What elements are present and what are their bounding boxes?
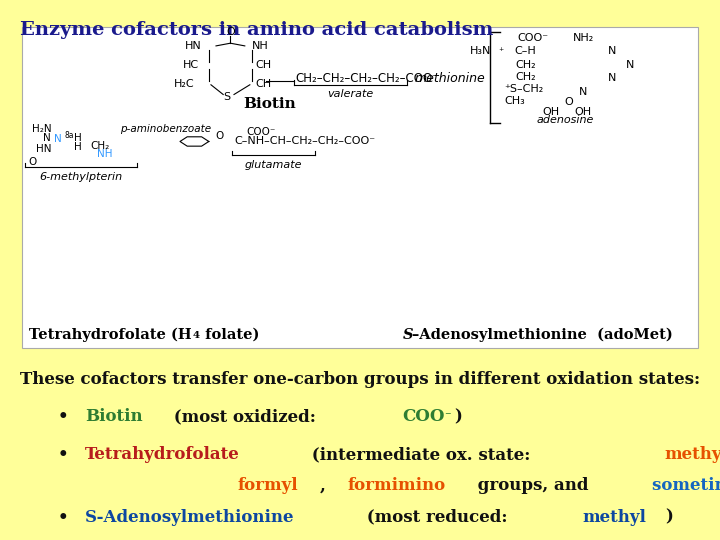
- Text: CH: CH: [256, 79, 271, 89]
- Text: HC: HC: [184, 60, 199, 70]
- Text: COO⁻: COO⁻: [517, 33, 549, 43]
- Text: N: N: [608, 46, 616, 56]
- Text: S-Adenosylmethionine: S-Adenosylmethionine: [85, 509, 294, 526]
- Text: (intermediate ox. state:: (intermediate ox. state:: [306, 446, 536, 463]
- Text: CH₂: CH₂: [516, 60, 536, 70]
- Text: (most oxidized:: (most oxidized:: [168, 408, 322, 426]
- Text: N: N: [608, 73, 616, 83]
- Text: folate): folate): [200, 328, 259, 342]
- Text: O: O: [564, 97, 573, 106]
- Text: Enzyme cofactors in amino acid catabolism: Enzyme cofactors in amino acid catabolis…: [20, 21, 493, 38]
- Text: •: •: [58, 446, 74, 463]
- Text: N: N: [626, 60, 634, 70]
- Text: C–NH–CH–CH₂–CH₂–COO⁻: C–NH–CH–CH₂–CH₂–COO⁻: [234, 137, 375, 146]
- Text: H: H: [74, 142, 81, 152]
- Text: H₃N: H₃N: [469, 46, 491, 56]
- Text: N: N: [43, 133, 50, 143]
- Text: O: O: [226, 28, 235, 37]
- Text: ⁻: ⁻: [444, 410, 451, 423]
- Text: ⁺: ⁺: [498, 48, 503, 57]
- Text: –Adenosylmethionine  (adoMet): –Adenosylmethionine (adoMet): [412, 327, 672, 342]
- Text: S: S: [403, 328, 414, 342]
- Text: 4: 4: [193, 330, 200, 340]
- Text: Tetrahydrofolate: Tetrahydrofolate: [85, 446, 240, 463]
- Text: CH₃: CH₃: [504, 96, 525, 106]
- Text: CH₂: CH₂: [90, 141, 109, 151]
- Text: COO⁻: COO⁻: [246, 127, 275, 137]
- Text: H₂C: H₂C: [174, 79, 194, 89]
- Text: formimino: formimino: [348, 477, 446, 495]
- Text: HN: HN: [185, 41, 202, 51]
- Text: (most reduced:: (most reduced:: [361, 509, 513, 526]
- Text: OH: OH: [542, 107, 559, 117]
- Text: NH: NH: [97, 149, 113, 159]
- Text: methyl: methyl: [582, 509, 646, 526]
- Text: O: O: [28, 157, 37, 167]
- Text: These cofactors transfer one-carbon groups in different oxidation states:: These cofactors transfer one-carbon grou…: [20, 370, 701, 388]
- Text: glutamate: glutamate: [245, 160, 302, 170]
- Text: ): ): [665, 509, 672, 526]
- Text: CH: CH: [256, 60, 271, 70]
- Text: p-aminobenzoate: p-aminobenzoate: [120, 124, 211, 133]
- Text: H: H: [74, 133, 81, 143]
- Text: 6-methylpterin: 6-methylpterin: [40, 172, 122, 182]
- Text: CH₂–CH₂–CH₂–CH₂–COO⁻: CH₂–CH₂–CH₂–CH₂–COO⁻: [295, 72, 438, 85]
- Text: groups, and: groups, and: [472, 477, 595, 495]
- Text: H₂N: H₂N: [32, 124, 52, 133]
- Text: methylene: methylene: [665, 446, 720, 463]
- Text: ,: ,: [320, 477, 332, 495]
- Text: OH: OH: [575, 107, 592, 117]
- Text: NH₂: NH₂: [572, 33, 594, 43]
- Text: 8a: 8a: [65, 131, 74, 139]
- Text: N: N: [54, 134, 61, 144]
- Text: S: S: [223, 92, 230, 102]
- Text: N: N: [579, 87, 588, 97]
- Text: Tetrahydrofolate (H: Tetrahydrofolate (H: [29, 327, 192, 342]
- Text: C–H: C–H: [515, 46, 536, 56]
- Text: formyl: formyl: [238, 477, 298, 495]
- Text: adenosine: adenosine: [536, 116, 594, 125]
- Text: O: O: [215, 131, 224, 141]
- Text: sometimes methyl: sometimes methyl: [652, 477, 720, 495]
- Text: •: •: [58, 509, 74, 526]
- Text: Biotin: Biotin: [243, 97, 297, 111]
- Text: valerate: valerate: [327, 90, 374, 99]
- Text: ): ): [454, 408, 462, 426]
- Text: CH₂: CH₂: [516, 72, 536, 82]
- Text: methionine: methionine: [415, 72, 485, 85]
- Text: ⁺S–CH₂: ⁺S–CH₂: [504, 84, 544, 94]
- Text: NH: NH: [252, 41, 269, 51]
- Text: Biotin: Biotin: [85, 408, 143, 426]
- Bar: [22, 27, 698, 348]
- Text: •: •: [58, 408, 74, 426]
- Text: COO: COO: [402, 408, 445, 426]
- Text: HN: HN: [36, 144, 52, 153]
